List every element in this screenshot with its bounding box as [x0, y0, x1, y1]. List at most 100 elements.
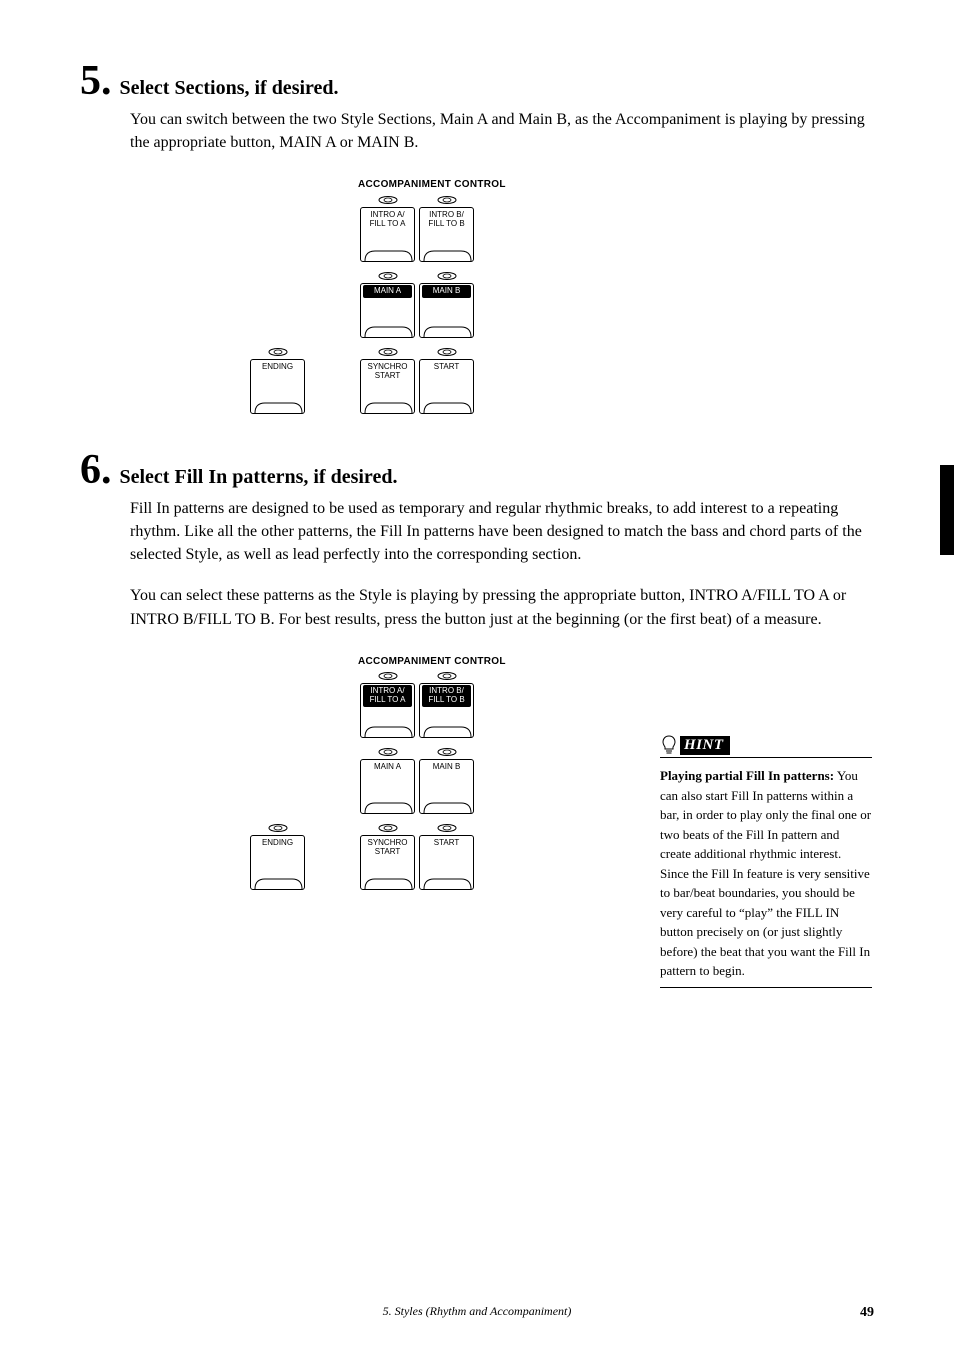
- chapter-title: Styles (Rhythm and Accompaniment): [395, 1304, 572, 1318]
- hint-bold: Playing partial Fill In patterns:: [660, 768, 834, 783]
- button-curve: [420, 723, 473, 737]
- button-label: INTRO B/ FILL TO B: [420, 208, 473, 229]
- button-body: INTRO A/ FILL TO A: [360, 683, 415, 738]
- panel-col: INTRO A/ FILL TO A INTRO B/ FILL TO B: [360, 671, 474, 733]
- step-title: Select Sections, if desired.: [120, 77, 339, 100]
- button-label: START: [420, 836, 473, 848]
- panel-title: ACCOMPANIMENT CONTROL: [358, 655, 874, 670]
- button-curve: [361, 723, 414, 737]
- hint-box: HINT Playing partial Fill In patterns: Y…: [660, 735, 872, 988]
- button-curve: [420, 399, 473, 413]
- button-label: MAIN B: [420, 760, 473, 772]
- hint-header: HINT: [660, 735, 872, 758]
- step-number: 5.: [80, 60, 112, 102]
- button-body: INTRO B/ FILL TO B: [419, 207, 474, 262]
- led-icon: [378, 671, 398, 681]
- button-body: MAIN B: [419, 283, 474, 338]
- button-body: SYNCHRO START: [360, 359, 415, 414]
- panel-rows: INTRO A/ FILL TO A INTRO B/ FILL TO B MA…: [250, 195, 874, 409]
- led-icon: [437, 271, 457, 281]
- button-curve: [361, 875, 414, 889]
- chapter-number: 5.: [383, 1304, 392, 1318]
- panel-title: ACCOMPANIMENT CONTROL: [358, 178, 874, 193]
- panel-row-2: MAIN A MAIN B: [250, 271, 874, 333]
- intro-a-button: INTRO A/ FILL TO A: [360, 671, 415, 733]
- panel-col: MAIN A MAIN B: [360, 271, 474, 333]
- ending-button: ENDING: [250, 823, 305, 885]
- button-body: SYNCHRO START: [360, 835, 415, 890]
- button-body: MAIN A: [360, 283, 415, 338]
- button-body: INTRO A/ FILL TO A: [360, 207, 415, 262]
- button-label: MAIN A: [361, 760, 414, 772]
- button-label: SYNCHRO START: [361, 360, 414, 381]
- button-label: MAIN A: [363, 285, 412, 298]
- button-body: ENDING: [250, 359, 305, 414]
- step-5: 5. Select Sections, if desired. You can …: [80, 60, 874, 409]
- panel-col: INTRO A/ FILL TO A INTRO B/ FILL TO B: [360, 195, 474, 257]
- button-curve: [251, 399, 304, 413]
- button-curve: [420, 875, 473, 889]
- button-label: INTRO A/ FILL TO A: [361, 208, 414, 229]
- button-label: INTRO A/ FILL TO A: [363, 685, 412, 707]
- led-icon: [378, 823, 398, 833]
- synchro-start-button: SYNCHRO START: [360, 347, 415, 409]
- led-icon: [378, 747, 398, 757]
- panel-row-1: INTRO A/ FILL TO A INTRO B/ FILL TO B: [250, 671, 874, 733]
- button-body: ENDING: [250, 835, 305, 890]
- panel-col: ENDING: [250, 823, 310, 885]
- button-label: START: [420, 360, 473, 372]
- led-icon: [268, 823, 288, 833]
- button-label: SYNCHRO START: [361, 836, 414, 857]
- led-icon: [437, 747, 457, 757]
- main-a-button: MAIN A: [360, 747, 415, 809]
- intro-b-button: INTRO B/ FILL TO B: [419, 671, 474, 733]
- step-title: Select Fill In patterns, if desired.: [120, 466, 398, 489]
- led-icon: [437, 823, 457, 833]
- button-curve: [420, 247, 473, 261]
- button-curve: [361, 323, 414, 337]
- led-icon: [378, 271, 398, 281]
- hint-text: You can also start Fill In patterns with…: [660, 768, 871, 978]
- main-b-button: MAIN B: [419, 747, 474, 809]
- led-icon: [378, 195, 398, 205]
- start-button: START: [419, 347, 474, 409]
- step-body: You can switch between the two Style Sec…: [130, 108, 874, 409]
- led-icon: [378, 347, 398, 357]
- intro-b-button: INTRO B/ FILL TO B: [419, 195, 474, 257]
- led-icon: [437, 671, 457, 681]
- button-curve: [361, 247, 414, 261]
- button-curve: [420, 323, 473, 337]
- button-label: ENDING: [251, 836, 304, 848]
- step-paragraph: Fill In patterns are designed to be used…: [130, 497, 874, 567]
- accompaniment-panel: ACCOMPANIMENT CONTROL INTRO A/ FILL TO A…: [250, 178, 874, 409]
- step-paragraph: You can switch between the two Style Sec…: [130, 108, 874, 154]
- led-icon: [268, 347, 288, 357]
- step-header: 5. Select Sections, if desired.: [80, 60, 874, 102]
- lightbulb-icon: [660, 735, 678, 755]
- ending-button: ENDING: [250, 347, 305, 409]
- start-button: START: [419, 823, 474, 885]
- button-label: MAIN B: [422, 285, 471, 298]
- page-number: 49: [860, 1305, 874, 1321]
- led-icon: [437, 195, 457, 205]
- button-curve: [420, 799, 473, 813]
- button-body: START: [419, 835, 474, 890]
- hint-label: HINT: [680, 736, 730, 755]
- panel-col: SYNCHRO START START: [360, 823, 474, 885]
- page-footer: 5. Styles (Rhythm and Accompaniment): [0, 1304, 954, 1319]
- button-body: MAIN A: [360, 759, 415, 814]
- step-paragraph: You can select these patterns as the Sty…: [130, 584, 874, 630]
- step-number: 6.: [80, 449, 112, 491]
- button-curve: [361, 799, 414, 813]
- intro-a-button: INTRO A/ FILL TO A: [360, 195, 415, 257]
- main-b-button: MAIN B: [419, 271, 474, 333]
- button-body: START: [419, 359, 474, 414]
- synchro-start-button: SYNCHRO START: [360, 823, 415, 885]
- main-a-button: MAIN A: [360, 271, 415, 333]
- button-curve: [251, 875, 304, 889]
- button-curve: [361, 399, 414, 413]
- button-body: MAIN B: [419, 759, 474, 814]
- hint-body: Playing partial Fill In patterns: You ca…: [660, 766, 872, 988]
- button-label: INTRO B/ FILL TO B: [422, 685, 471, 707]
- page-tab: [940, 465, 954, 555]
